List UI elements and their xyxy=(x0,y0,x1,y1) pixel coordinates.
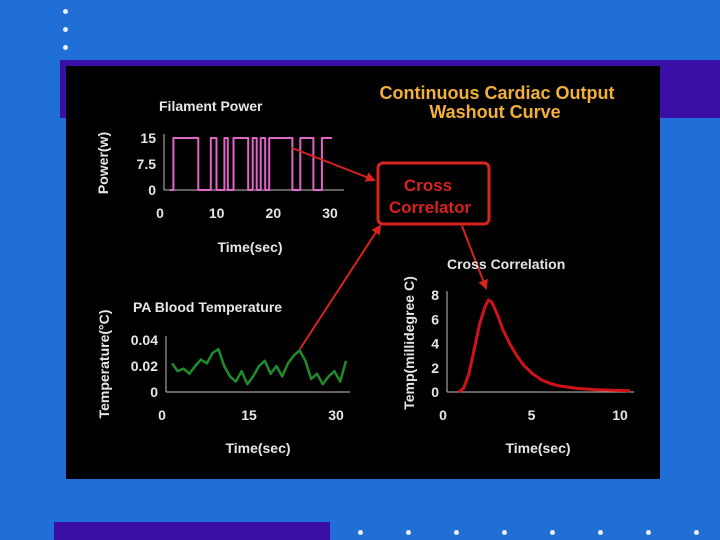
cross-series-line xyxy=(457,298,631,394)
correlator-label-line2: Correlator xyxy=(389,198,472,217)
filament-ytick-label: 0 xyxy=(148,182,156,198)
filament-xtick-label: 20 xyxy=(266,205,282,221)
arrow-power-to-correlator xyxy=(291,147,376,182)
footer-dot-7 xyxy=(646,530,651,535)
bullet-dot-2 xyxy=(63,27,68,32)
filament-title: Filament Power xyxy=(159,98,263,114)
cross-ytick-label: 0 xyxy=(431,384,439,400)
arrow-temperature-to-correlator xyxy=(299,224,382,350)
cross-correlator-box xyxy=(376,161,491,226)
cross-xtick-label: 0 xyxy=(439,407,447,423)
cross-ytick-label: 4 xyxy=(431,336,439,352)
footer-dot-1 xyxy=(358,530,363,535)
bullet-dot-3 xyxy=(63,45,68,50)
slide-photo xyxy=(66,66,660,479)
filament-axes: 15 7.5 00 10 20 30 xyxy=(137,130,344,221)
filament-xlabel: Time(sec) xyxy=(217,239,282,255)
filament-ytick-label: 7.5 xyxy=(137,156,157,172)
cross-xlabel: Time(sec) xyxy=(505,440,570,456)
cross-xtick-label: 10 xyxy=(612,407,628,423)
diagram-title-line1: Continuous Cardiac Output xyxy=(380,83,615,103)
filament-xtick-label: 10 xyxy=(209,205,225,221)
pa-ylabel: Temperature(°C) xyxy=(96,310,112,419)
footer-dot-6 xyxy=(598,530,603,535)
cross-title: Cross Correlation xyxy=(447,256,565,272)
bullet-dot-1 xyxy=(63,9,68,14)
footer-dot-8 xyxy=(694,530,699,535)
filament-ylabel: Power(w) xyxy=(95,132,111,194)
pa-title: PA Blood Temperature xyxy=(133,299,282,315)
cross-ytick-label: 2 xyxy=(431,360,439,376)
cross-ytick-label: 8 xyxy=(431,287,439,303)
pa-axes: 0.04 0.02 00 15 30 xyxy=(131,332,350,423)
pa-xtick-label: 30 xyxy=(328,407,344,423)
filament-ytick-label: 15 xyxy=(140,130,156,146)
cross-axes: 8 6 4 2 00 5 10 xyxy=(431,287,634,423)
pa-ytick-label: 0.02 xyxy=(131,358,158,374)
footer-dot-3 xyxy=(454,530,459,535)
pa-xtick-label: 0 xyxy=(158,407,166,423)
filament-xtick-label: 0 xyxy=(156,205,164,221)
pa-xtick-label: 15 xyxy=(241,407,257,423)
pa-ytick-label: 0.04 xyxy=(131,332,158,348)
filament-xtick-label: 30 xyxy=(322,205,338,221)
pa-series-line xyxy=(170,347,348,386)
footer-dot-5 xyxy=(550,530,555,535)
pa-ytick-label: 0 xyxy=(150,384,158,400)
footer-dot-2 xyxy=(406,530,411,535)
bottom-accent-band xyxy=(54,522,330,540)
cross-ylabel: Temp(millidegree C) xyxy=(401,276,417,410)
correlator-label-line1: Cross xyxy=(404,176,452,195)
diagram-title-line2: Washout Curve xyxy=(429,102,560,122)
arrow-correlator-to-curve xyxy=(461,225,488,290)
filament-series-line xyxy=(170,137,333,191)
cross-xtick-label: 5 xyxy=(528,407,536,423)
pa-xlabel: Time(sec) xyxy=(225,440,290,456)
footer-dot-4 xyxy=(502,530,507,535)
cross-ytick-label: 6 xyxy=(431,311,439,327)
